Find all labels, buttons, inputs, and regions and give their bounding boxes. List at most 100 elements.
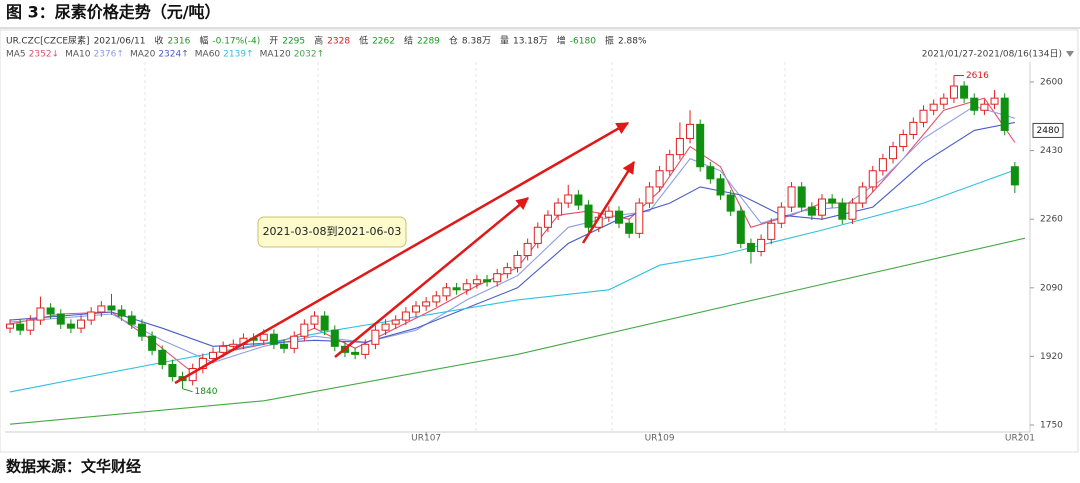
candle-body	[767, 222, 776, 240]
candle-body	[46, 307, 55, 315]
header-label: UR.CZC[CZCE尿素]	[6, 35, 90, 47]
candle-body	[736, 210, 745, 244]
candle-body	[554, 202, 563, 216]
candle-body	[36, 307, 45, 321]
candle-body	[300, 323, 309, 337]
candle-body	[878, 158, 887, 172]
candle-body	[716, 178, 725, 196]
candle-body	[320, 315, 329, 331]
legend-name: MA20	[130, 50, 156, 60]
candle-body	[858, 186, 867, 204]
candle-body	[929, 103, 938, 111]
last-price-label: 2480	[1037, 126, 1060, 136]
last-price-tag	[1032, 122, 1064, 138]
candle-body	[351, 351, 360, 355]
annotation: 2021-03-08到2021-06-03	[263, 225, 402, 238]
header-label: 高	[314, 35, 323, 47]
arrow	[581, 160, 636, 244]
candle-body	[381, 323, 390, 331]
candle-body	[209, 351, 217, 359]
legend-value: 2376↑	[93, 50, 123, 60]
legend-value: 2352↓	[29, 50, 59, 60]
candle-body	[889, 146, 898, 160]
high-label: 2616	[966, 71, 989, 81]
trend-arrows	[174, 121, 636, 385]
candle-body	[777, 206, 786, 224]
legend-name: MA5	[6, 50, 26, 60]
x-tick-label: UR109	[645, 434, 675, 444]
y-tick-label: 2260	[1040, 215, 1063, 225]
dropdown-icon[interactable]	[1066, 51, 1074, 57]
candle-body	[675, 137, 684, 156]
candle-body	[148, 335, 157, 351]
ma-line	[9, 169, 1016, 393]
candle-body	[584, 204, 593, 228]
candle-body	[483, 279, 492, 283]
legend-value: 2032↑	[294, 50, 324, 60]
header-value: 8.38万	[462, 37, 491, 47]
header-label: 收	[154, 35, 163, 47]
header-label: 低	[359, 35, 368, 47]
candle-body	[615, 210, 623, 224]
candle-body	[635, 202, 644, 234]
header-label: 振	[605, 35, 614, 47]
candle-body	[280, 343, 289, 349]
y-tick-label: 2430	[1040, 146, 1063, 156]
candle-body	[6, 323, 14, 329]
plot: 1750 1920 2090 2260 2430 2600 UR107 UR109 UR201 2…	[6, 71, 1064, 444]
header-value: 2316	[167, 37, 190, 47]
candle-body	[472, 279, 481, 285]
candle-body	[87, 311, 96, 321]
y-tick-label: 1750	[1040, 421, 1063, 431]
candle-body	[990, 97, 999, 105]
candle-body	[77, 319, 86, 329]
header-value: 2295	[282, 37, 305, 47]
candle-body	[26, 319, 35, 331]
candle-body	[533, 226, 542, 244]
candle-body	[696, 123, 705, 168]
header-value: 2262	[372, 37, 395, 47]
candle-body	[919, 109, 928, 123]
candle-body	[127, 315, 136, 325]
candle-body	[1000, 97, 1009, 131]
candle-body	[422, 301, 431, 307]
candle-body	[117, 309, 126, 317]
candle-body	[523, 242, 532, 257]
candle-body	[797, 186, 806, 208]
arrow	[174, 121, 630, 385]
candle-body	[16, 323, 25, 331]
source: 数据来源：文华财经	[6, 458, 141, 476]
header-label: 开	[269, 36, 278, 47]
candle-body	[574, 194, 583, 206]
candle-body	[513, 255, 522, 269]
candle-body	[818, 198, 826, 216]
candle-body	[290, 335, 299, 349]
candle-body	[868, 170, 877, 188]
header-label: 仓	[449, 35, 458, 47]
candle-body	[269, 333, 278, 345]
candle-body	[625, 222, 634, 234]
candle-body	[899, 133, 908, 148]
header-value: 13.18万	[513, 37, 548, 47]
y-tick-label: 2600	[1040, 78, 1063, 88]
ma-line	[9, 237, 1026, 425]
candle-body	[259, 333, 268, 341]
candle-body	[665, 154, 674, 172]
header-value: 2328	[327, 37, 350, 47]
candle-body	[158, 349, 167, 365]
candle-body	[371, 329, 380, 345]
legend-name: MA10	[65, 50, 91, 60]
candle-body	[229, 343, 238, 347]
candle-body	[391, 319, 400, 325]
candle-body	[219, 345, 228, 353]
candle-body	[198, 357, 207, 370]
header-value: 2289	[417, 37, 440, 47]
y-tick-label: 2090	[1040, 283, 1063, 293]
candle-body	[462, 283, 471, 291]
candle-body	[645, 186, 654, 204]
candle-body	[746, 242, 755, 252]
candle-body	[412, 305, 420, 313]
candle-body	[361, 343, 370, 355]
candle-body	[564, 194, 573, 204]
candle-body	[442, 287, 451, 297]
